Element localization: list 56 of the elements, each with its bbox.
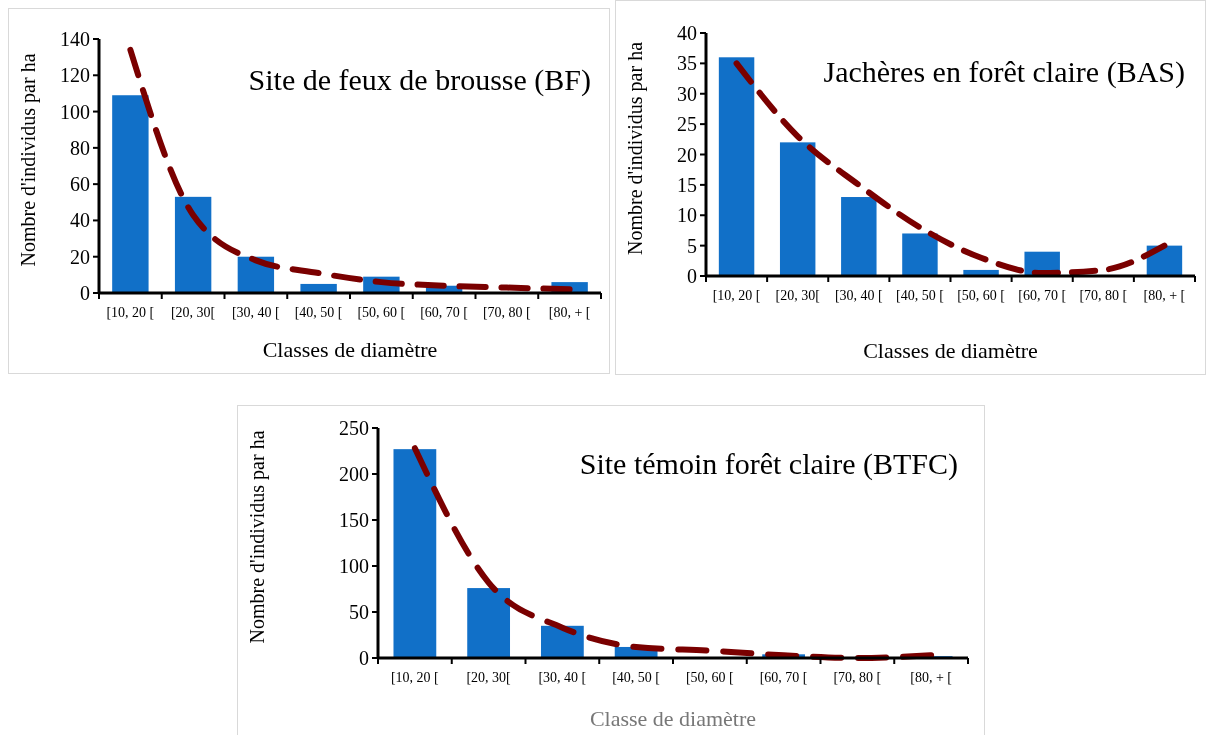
y-tick-label: 20 xyxy=(70,245,90,268)
x-tick-label: [20, 30[ xyxy=(775,288,821,303)
x-tick-label: [50, 60 [ xyxy=(957,288,1006,303)
y-tick-label: 5 xyxy=(687,234,697,257)
x-axis-title: Classe de diamètre xyxy=(589,706,757,731)
y-tick-label: 100 xyxy=(339,555,369,577)
y-tick-label: 0 xyxy=(687,265,697,287)
y-tick-label: 120 xyxy=(60,64,90,87)
y-tick-label: 100 xyxy=(60,100,90,123)
x-tick-label: [80, + [ xyxy=(548,305,591,320)
y-tick-label: 150 xyxy=(339,509,369,531)
x-axis-title: Classes de diamètre xyxy=(863,338,1038,363)
y-tick-label: 0 xyxy=(80,282,90,304)
y-tick-label: 80 xyxy=(70,136,90,159)
x-tick-label: [20, 30[ xyxy=(466,670,512,685)
x-tick-label: [60, 70 [ xyxy=(420,305,469,320)
y-tick-label: 15 xyxy=(677,173,697,196)
x-tick-label: [40, 50 [ xyxy=(896,288,945,303)
text: Site témoin forêt claire (BTFC) xyxy=(579,447,958,481)
y-tick-label: 35 xyxy=(677,52,697,75)
text: Jachères en forêt claire (BAS) xyxy=(823,54,1185,89)
y-tick-label: 50 xyxy=(349,601,369,623)
x-tick-label: [10, 20 [ xyxy=(106,305,155,320)
x-tick-label: [50, 60 [ xyxy=(357,305,406,320)
x-tick-label: [70, 80 [ xyxy=(482,305,532,320)
y-tick-label: 200 xyxy=(339,463,369,485)
x-tick-label: [80, + [ xyxy=(1143,288,1186,303)
y-tick-label: 20 xyxy=(677,143,697,166)
y-tick-label: 40 xyxy=(677,22,697,44)
x-tick-label: [60, 70 [ xyxy=(759,670,808,685)
x-tick-label: [50, 60 [ xyxy=(685,670,735,685)
x-tick-label: [30, 40 [ xyxy=(538,670,587,685)
y-tick-label: 0 xyxy=(359,647,369,669)
x-tick-label: [30, 40 [ xyxy=(834,288,884,303)
y-tick-label: 10 xyxy=(677,204,697,227)
x-tick-label: [70, 80 [ xyxy=(1079,288,1128,303)
x-tick-label: [80, + [ xyxy=(910,670,953,685)
x-tick-label: [10, 20 [ xyxy=(390,670,440,685)
y-tick-label: 25 xyxy=(677,113,697,136)
x-axis-title: Classes de diamètre xyxy=(262,337,438,362)
text: Site de feux de brousse (BF) xyxy=(248,62,591,97)
x-tick-label: [10, 20 [ xyxy=(712,288,761,303)
x-tick-label: [60, 70 [ xyxy=(1018,288,1067,303)
y-axis-title: Nombre d'individus par ha xyxy=(17,53,40,267)
y-tick-label: 250 xyxy=(339,417,369,439)
x-tick-label: [40, 50 [ xyxy=(294,305,343,320)
y-tick-label: 140 xyxy=(60,28,90,50)
x-tick-label: [20, 30[ xyxy=(170,305,216,320)
y-axis-title: Nombre d'individus par ha xyxy=(246,430,269,644)
y-tick-label: 40 xyxy=(70,209,90,232)
y-tick-label: 30 xyxy=(677,82,697,105)
y-tick-label: 60 xyxy=(70,173,90,196)
x-tick-label: [40, 50 [ xyxy=(612,670,661,685)
x-tick-label: [70, 80 [ xyxy=(833,670,882,685)
y-axis-title: Nombre d'individus par ha xyxy=(624,41,647,256)
x-tick-label: [30, 40 [ xyxy=(231,305,281,320)
